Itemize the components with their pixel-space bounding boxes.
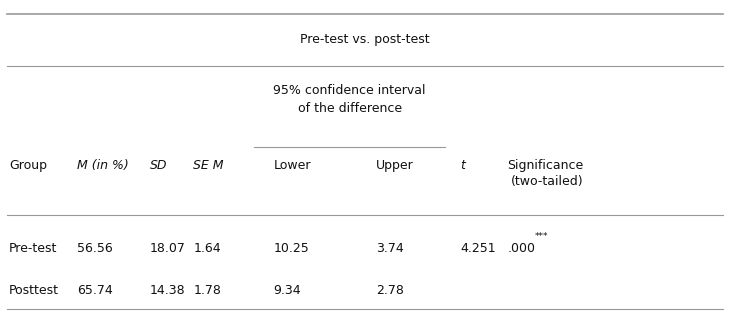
Text: Lower: Lower bbox=[274, 159, 311, 172]
Text: Pre-test: Pre-test bbox=[9, 242, 57, 255]
Text: t: t bbox=[460, 159, 465, 172]
Text: Posttest: Posttest bbox=[9, 284, 58, 297]
Text: .000: .000 bbox=[507, 242, 535, 255]
Text: 95% confidence interval
of the difference: 95% confidence interval of the differenc… bbox=[274, 84, 426, 115]
Text: 10.25: 10.25 bbox=[274, 242, 310, 255]
Text: 65.74: 65.74 bbox=[77, 284, 112, 297]
Text: 1.78: 1.78 bbox=[193, 284, 221, 297]
Text: Upper: Upper bbox=[376, 159, 414, 172]
Text: Group: Group bbox=[9, 159, 47, 172]
Text: ***: *** bbox=[535, 232, 548, 241]
Text: 18.07: 18.07 bbox=[150, 242, 185, 255]
Text: 3.74: 3.74 bbox=[376, 242, 404, 255]
Text: 56.56: 56.56 bbox=[77, 242, 112, 255]
Text: M (in %): M (in %) bbox=[77, 159, 128, 172]
Text: 4.251: 4.251 bbox=[460, 242, 496, 255]
Text: Significance
(two-tailed): Significance (two-tailed) bbox=[507, 159, 583, 188]
Text: 14.38: 14.38 bbox=[150, 284, 185, 297]
Text: 9.34: 9.34 bbox=[274, 284, 301, 297]
Text: Pre-test vs. post-test: Pre-test vs. post-test bbox=[300, 32, 430, 46]
Text: SE M: SE M bbox=[193, 159, 224, 172]
Text: SD: SD bbox=[150, 159, 167, 172]
Text: 2.78: 2.78 bbox=[376, 284, 404, 297]
Text: 1.64: 1.64 bbox=[193, 242, 221, 255]
